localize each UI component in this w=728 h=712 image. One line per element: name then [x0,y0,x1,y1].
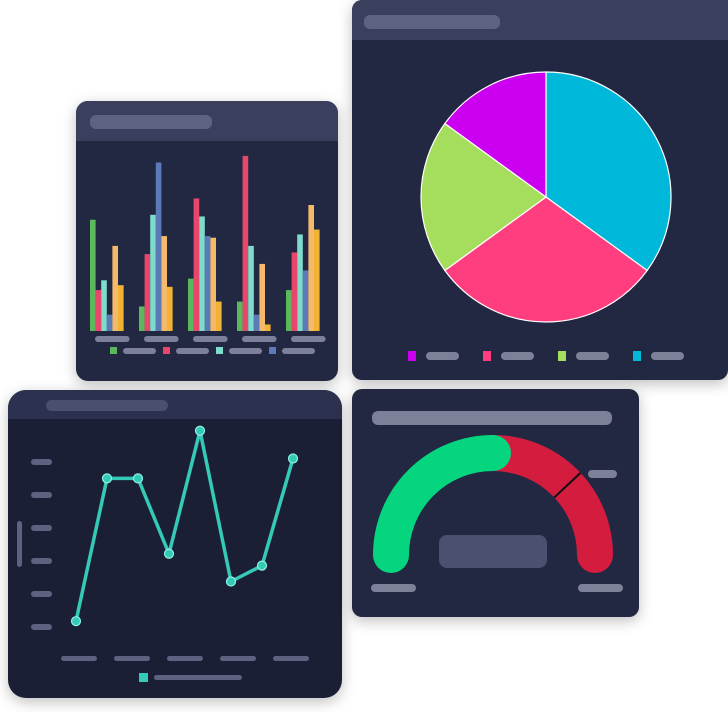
y-tick-label-3 [31,558,52,564]
gauge-max-label-placeholder [578,584,623,592]
bar-3-0 [237,301,243,331]
y-tick-label-1 [31,492,52,498]
data-point-5 [225,576,237,587]
bar-3-4 [259,263,265,331]
legend-swatch-0 [110,347,117,354]
x-tick-label-4 [291,336,326,342]
bar-4-2 [297,234,303,331]
pie-slice-0 [545,71,672,272]
data-point-2 [132,473,144,484]
data-point-4 [194,425,206,436]
legend-swatch-1 [163,347,170,354]
pie-chart-card [352,0,728,380]
pie-legend-swatch-2 [558,351,566,361]
bar-0-4 [112,245,118,331]
data-point-6 [256,560,268,571]
bar-0-3 [106,314,113,331]
legend-label-3 [282,348,315,354]
bar-2-5 [216,301,222,331]
x-tick-label-0 [95,336,130,342]
x-tick-label-4 [273,656,309,661]
line-chart-card [8,390,342,698]
line-chart [17,425,309,682]
pie-legend-swatch-3 [633,351,641,361]
line-chart-title-placeholder [46,400,168,411]
bar-1-5 [167,286,173,331]
x-tick-label-3 [242,336,277,342]
bar-0-5 [118,285,124,331]
x-tick-label-3 [220,656,256,661]
bar-1-1 [144,254,151,331]
pie-legend-label-0 [426,352,459,360]
pie-legend-label-2 [576,352,609,360]
bar-4-0 [286,290,292,331]
legend-swatch-3 [269,347,276,354]
gauge-marker [553,472,582,499]
data-point-1 [101,473,113,484]
legend-label-2 [229,348,262,354]
gauge-value-placeholder [439,535,547,568]
pie-chart [408,71,684,361]
legend-label-0 [123,348,156,354]
bar-1-3 [155,162,162,331]
bar-4-3 [302,270,309,331]
pie-legend-label-1 [501,352,534,360]
gauge-marker-label-placeholder [588,470,617,478]
bar-3-2 [248,245,254,331]
x-tick-label-2 [193,336,228,342]
bar-0-1 [95,290,102,331]
bar-1-0 [139,306,145,331]
x-tick-label-2 [167,656,203,661]
data-point-7 [287,453,299,464]
bar-4-5 [314,229,320,331]
bar-chart [90,155,326,354]
pie-slice-2 [420,122,548,272]
x-tick-label-1 [144,336,179,342]
bar-0-0 [90,219,96,331]
bar-2-3 [204,236,211,331]
gauge-band-0 [373,435,511,573]
y-tick-label-2 [31,525,52,531]
bar-4-1 [291,252,298,331]
bar-2-4 [210,237,216,331]
legend-swatch-2 [216,347,223,354]
bar-4-4 [308,205,314,331]
gauge-chart [373,435,613,573]
bar-2-1 [193,198,200,331]
gauge-band-1 [475,435,613,573]
y-tick-label-0 [31,459,52,465]
bar-3-3 [253,314,260,331]
gauge-min-label-placeholder [371,584,416,592]
bar-chart-card [76,101,338,381]
bar-1-2 [150,214,156,331]
data-point-3 [163,548,175,559]
pie-legend-label-3 [651,352,684,360]
y-axis-title-placeholder [17,521,22,567]
line-legend-label [154,675,242,680]
bar-0-2 [101,280,107,331]
data-point-0 [70,616,82,627]
bar-2-0 [188,278,194,331]
pie-slice-1 [444,196,648,323]
gauge-card [352,389,639,617]
x-tick-label-0 [61,656,97,661]
x-tick-label-1 [114,656,150,661]
pie-chart-title-placeholder [364,15,500,29]
bar-3-5 [265,324,271,331]
legend-label-1 [176,348,209,354]
pie-legend-swatch-1 [483,351,491,361]
bar-3-1 [242,155,249,331]
pie-slice-3 [444,71,547,199]
pie-legend-swatch-0 [408,351,416,361]
gauge-title-placeholder [372,411,612,425]
y-tick-label-4 [31,591,52,597]
bar-chart-title-placeholder [90,115,212,129]
y-tick-label-5 [31,624,52,630]
bar-2-2 [199,216,205,331]
line-legend-swatch [139,673,148,682]
bar-1-4 [161,236,167,331]
line-series [74,429,295,622]
